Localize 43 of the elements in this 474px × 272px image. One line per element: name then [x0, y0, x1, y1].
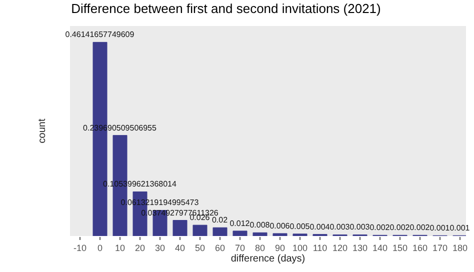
data-label: 0.02	[212, 216, 228, 225]
data-label: 0.003	[330, 222, 350, 232]
data-label: 0.002	[370, 223, 390, 232]
data-label: 0.001	[430, 224, 450, 233]
x-tick-label: 180	[452, 242, 468, 253]
x-tick-label: 60	[214, 242, 226, 253]
y-axis-title: count	[37, 118, 48, 144]
data-label: 0.46141657749609	[65, 30, 135, 40]
x-tick-label: 0	[97, 242, 103, 253]
x-tick-label: 120	[332, 242, 348, 253]
bar	[252, 232, 268, 236]
x-tick-label: 110	[312, 242, 328, 253]
x-tick-label: 150	[392, 242, 408, 253]
x-axis-title: difference (days)	[230, 253, 306, 264]
data-label: 0.002	[410, 223, 430, 232]
bar	[272, 233, 288, 236]
x-tick-label: 130	[352, 242, 368, 253]
x-tick-label: 90	[274, 242, 286, 253]
x-tick-label: -10	[73, 242, 87, 253]
data-label: 0.004	[310, 222, 330, 232]
data-label: 0.003	[350, 222, 370, 232]
x-tick-label: 20	[134, 242, 146, 253]
bar	[232, 230, 248, 236]
bar	[192, 224, 208, 236]
x-tick-label: 40	[174, 242, 186, 253]
data-label: 0.001	[450, 224, 470, 233]
data-label: 0.008	[250, 220, 270, 230]
x-tick-label: 160	[412, 242, 428, 253]
x-tick-label: 50	[194, 242, 206, 253]
bar	[212, 227, 228, 236]
x-tick-label: 80	[254, 242, 266, 253]
data-label: 0.002	[390, 223, 410, 232]
x-tick-label: 70	[234, 242, 246, 253]
data-label: 0.005	[290, 222, 310, 231]
bar	[172, 220, 188, 236]
x-tick-label: 170	[432, 242, 448, 253]
chart-title: Difference between first and second invitations (2021)	[71, 1, 381, 16]
x-tick-label: 30	[154, 242, 166, 253]
x-tick-label: 100	[292, 242, 308, 253]
x-tick-label: 10	[114, 242, 126, 253]
data-label: 0.006	[270, 221, 290, 230]
data-label: 0.012	[230, 218, 250, 228]
x-tick-label: 140	[372, 242, 388, 253]
